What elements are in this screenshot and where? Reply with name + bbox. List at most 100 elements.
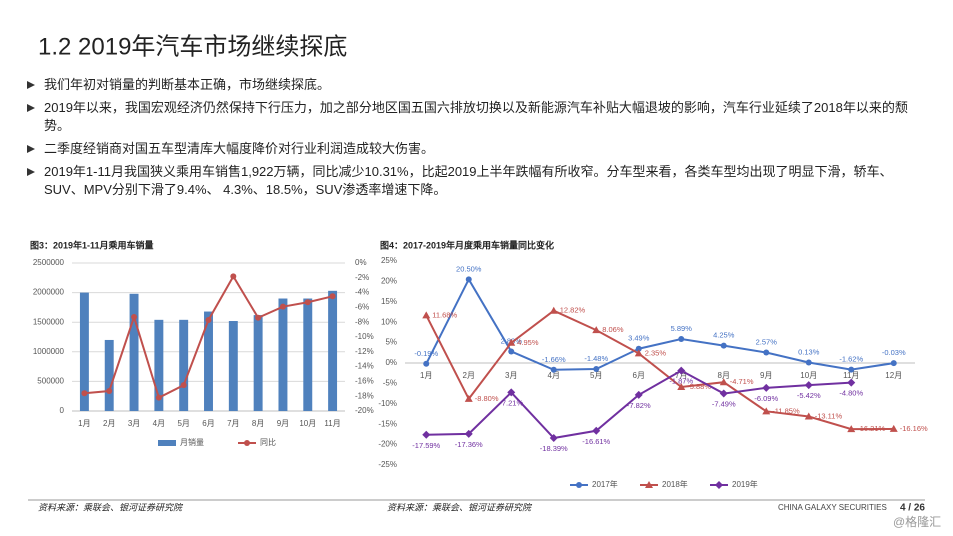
marker xyxy=(422,311,431,319)
y-tick-label: 15% xyxy=(381,297,397,306)
bullet: 2019年1-11月我国狭义乘用车销售1,922万辆，同比减少10.31%，比起… xyxy=(27,163,914,199)
marker xyxy=(576,482,582,488)
bar xyxy=(204,311,213,411)
y-tick-label: 20% xyxy=(381,277,397,286)
marker xyxy=(422,430,431,439)
chart-title: 图4：2017-2019年月度乘用车销量同比变化 xyxy=(380,239,554,250)
x-tick-label: 10月 xyxy=(800,371,817,380)
x-tick-label: 8月 xyxy=(252,419,264,428)
data-label: -1.48% xyxy=(584,354,608,363)
marker xyxy=(244,440,250,446)
data-label: -5.88% xyxy=(687,382,711,391)
data-label: 4.95% xyxy=(517,338,539,347)
page-number: 4 / 26 xyxy=(900,503,925,514)
x-tick-label: 5月 xyxy=(177,419,189,428)
marker xyxy=(255,314,262,321)
data-label: 8.06% xyxy=(602,325,624,334)
bar xyxy=(79,292,89,411)
bar xyxy=(154,319,164,411)
x-tick-label: 3月 xyxy=(505,371,517,380)
legend-label: 2017年 xyxy=(592,479,618,489)
bar xyxy=(253,315,263,411)
data-label: -0.19% xyxy=(414,349,438,358)
y-tick-label: -15% xyxy=(378,419,397,428)
bullet: 二季度经销商对国五车型清库大幅度降价对行业利润造成较大伤害。 xyxy=(27,140,914,158)
marker xyxy=(230,273,237,280)
data-label: -8.80% xyxy=(475,394,499,403)
watermark: @格隆汇 xyxy=(893,514,941,529)
x-tick-label: 11月 xyxy=(324,419,340,428)
bar xyxy=(179,319,189,411)
data-label: -1.66% xyxy=(542,355,566,364)
y2-tick-label: -4% xyxy=(355,288,369,297)
data-label: -5.42% xyxy=(797,391,821,400)
data-label: 3.49% xyxy=(628,334,650,343)
brand: CHINA GALAXY SECURITIES xyxy=(778,503,887,512)
slide-title: 1.2 2019年汽车市场继续探底 xyxy=(38,33,347,60)
bar xyxy=(303,298,313,411)
data-label: -17.59% xyxy=(412,441,440,450)
y-tick-label: -10% xyxy=(378,399,397,408)
marker xyxy=(719,378,728,386)
data-label: 2.57% xyxy=(756,337,778,346)
marker xyxy=(507,388,516,397)
marker xyxy=(719,389,728,398)
x-tick-label: 3月 xyxy=(128,419,140,428)
marker xyxy=(106,388,113,395)
marker xyxy=(507,338,516,346)
data-label: -7.82% xyxy=(627,401,651,410)
x-tick-label: 5月 xyxy=(590,371,602,380)
data-label: 11.68% xyxy=(432,310,457,319)
marker xyxy=(890,360,897,367)
source: 资料来源：乘联会、银河证券研究院 xyxy=(387,502,533,512)
marker xyxy=(549,434,558,443)
data-label: -18.39% xyxy=(540,444,568,453)
legend-label: 同比 xyxy=(260,437,276,447)
marker xyxy=(634,390,643,399)
data-label: -16.21% xyxy=(857,424,885,433)
y-tick-label: -20% xyxy=(378,440,397,449)
y2-tick-label: -14% xyxy=(355,362,374,371)
marker xyxy=(677,382,686,390)
bar xyxy=(228,321,238,411)
marker xyxy=(465,276,472,283)
data-label: -16.16% xyxy=(900,424,928,433)
y2-tick-label: -2% xyxy=(355,273,369,282)
x-tick-label: 7月 xyxy=(227,419,239,428)
marker xyxy=(592,426,601,435)
y-tick-label: 1000000 xyxy=(33,347,65,356)
data-label: -7.21% xyxy=(499,398,523,407)
marker xyxy=(804,412,813,420)
marker xyxy=(464,429,473,438)
data-label: 4.25% xyxy=(713,331,735,340)
line xyxy=(425,309,894,431)
x-tick-label: 10月 xyxy=(299,419,316,428)
marker xyxy=(131,314,138,321)
x-tick-label: 7月 xyxy=(675,371,687,380)
data-label: -7.49% xyxy=(712,400,736,409)
marker xyxy=(847,378,856,387)
y-tick-label: 25% xyxy=(381,256,397,265)
marker xyxy=(720,342,727,349)
data-label: 5.89% xyxy=(671,324,693,333)
legend-label: 2019年 xyxy=(732,479,758,489)
chart-title: 图3：2019年1-11月乘用车销量 xyxy=(30,239,154,250)
x-tick-label: 1月 xyxy=(420,371,432,380)
data-label: 12.82% xyxy=(560,306,586,315)
marker xyxy=(677,366,686,375)
marker xyxy=(805,359,812,366)
legend-label: 月销量 xyxy=(180,437,204,447)
y-tick-label: 10% xyxy=(381,317,397,326)
marker xyxy=(155,394,162,401)
y2-tick-label: -16% xyxy=(355,377,374,386)
bar xyxy=(328,290,338,411)
bullet-list: 我们年初对销量的判断基本正确，市场继续探底。 2019年以来，我国宏观经济仍然保… xyxy=(27,76,914,204)
data-label: -17.36% xyxy=(455,440,483,449)
y-tick-label: 2500000 xyxy=(33,258,65,267)
x-tick-label: 2月 xyxy=(103,419,115,428)
marker xyxy=(889,424,898,432)
marker xyxy=(508,348,515,355)
y-tick-label: 0% xyxy=(385,358,397,367)
bullet: 我们年初对销量的判断基本正确，市场继续探底。 xyxy=(27,76,914,94)
